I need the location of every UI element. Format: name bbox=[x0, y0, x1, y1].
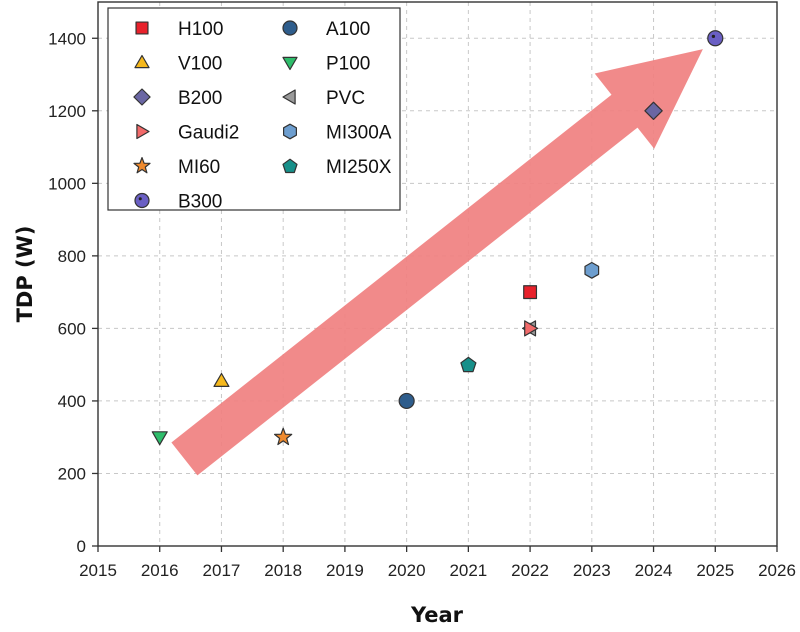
y-tick-label-1400: 1400 bbox=[48, 29, 86, 48]
point-mi300a-0 bbox=[584, 261, 600, 279]
point-v100-0 bbox=[213, 372, 230, 387]
legend-marker-h100 bbox=[135, 21, 149, 35]
legend-item-b200: B200 bbox=[133, 88, 222, 109]
legend-marker-a100 bbox=[282, 20, 298, 36]
legend-marker-pvc bbox=[282, 89, 296, 105]
plot-border bbox=[97, 1, 778, 547]
legend-item-b300: B300 bbox=[134, 192, 222, 213]
legend: H100 A100 V100 P100 B200 PVC Gaudi2 MI300A MI60 M… bbox=[107, 7, 401, 213]
point-b200-0 bbox=[644, 101, 663, 121]
legend-label-mi300a: MI300A bbox=[326, 123, 392, 144]
x-axis-title: Year bbox=[410, 603, 464, 627]
point-a100-0 bbox=[398, 392, 415, 410]
x-tick-label-2015: 2015 bbox=[79, 561, 117, 580]
axis-ticks: 2015 2016 2017 2018 2019 2020 2021 2022 2023 2024… bbox=[48, 29, 796, 580]
legend-marker-p100 bbox=[282, 56, 298, 71]
plot-frame bbox=[97, 1, 778, 547]
legend-item-pvc: PVC bbox=[282, 88, 365, 109]
legend-item-gaudi2: Gaudi2 bbox=[136, 123, 239, 144]
legend-marker-v100 bbox=[134, 54, 150, 69]
point-h100-0 bbox=[523, 285, 538, 300]
legend-marker-mi250x bbox=[282, 158, 298, 174]
legend-item-a100: A100 bbox=[282, 19, 370, 40]
legend-label-b200: B200 bbox=[178, 88, 222, 109]
trend-arrow bbox=[171, 49, 703, 476]
y-tick-label-1000: 1000 bbox=[48, 174, 86, 193]
legend-item-mi250x: MI250X bbox=[282, 157, 392, 178]
legend-label-b300: B300 bbox=[178, 192, 222, 213]
y-tick-label-400: 400 bbox=[58, 392, 86, 411]
legend-label-v100: V100 bbox=[178, 54, 222, 75]
y-tick-label-0: 0 bbox=[77, 537, 86, 556]
x-tick-label-2025: 2025 bbox=[696, 561, 734, 580]
legend-label-mi60: MI60 bbox=[178, 157, 220, 178]
x-tick-label-2019: 2019 bbox=[326, 561, 364, 580]
legend-label-pvc: PVC bbox=[326, 88, 365, 109]
legend-item-h100: H100 bbox=[135, 19, 223, 40]
x-tick-label-2024: 2024 bbox=[635, 561, 673, 580]
y-tick-label-1200: 1200 bbox=[48, 102, 86, 121]
legend-item-v100: V100 bbox=[134, 54, 222, 75]
point-b300-0 bbox=[707, 30, 724, 47]
x-tick-label-2016: 2016 bbox=[141, 561, 179, 580]
legend-item-mi60: MI60 bbox=[133, 157, 220, 178]
legend-label-a100: A100 bbox=[326, 19, 370, 40]
legend-marker-mi60 bbox=[133, 157, 151, 174]
x-tick-label-2023: 2023 bbox=[573, 561, 611, 580]
x-tick-label-2022: 2022 bbox=[511, 561, 549, 580]
legend-label-h100: H100 bbox=[178, 19, 223, 40]
legend-marker-b300 bbox=[134, 192, 150, 209]
point-mi60-0 bbox=[274, 427, 293, 446]
y-tick-label-600: 600 bbox=[58, 319, 86, 338]
point-p100-0 bbox=[151, 431, 168, 446]
data-markers bbox=[151, 30, 724, 446]
legend-item-mi300a: MI300A bbox=[283, 123, 392, 144]
point-gaudi2-0 bbox=[524, 320, 539, 337]
legend-label-mi250x: MI250X bbox=[326, 157, 392, 178]
point-mi250x-0 bbox=[460, 356, 477, 373]
legend-marker-gaudi2 bbox=[136, 123, 150, 140]
legend-box bbox=[107, 7, 401, 211]
x-tick-label-2021: 2021 bbox=[449, 561, 487, 580]
legend-marker-mi300a bbox=[283, 123, 297, 140]
trend-arrow-shape bbox=[171, 49, 703, 476]
x-tick-label-2026: 2026 bbox=[758, 561, 796, 580]
legend-item-p100: P100 bbox=[282, 54, 370, 75]
legend-marker-b200 bbox=[133, 88, 151, 106]
x-tick-label-2018: 2018 bbox=[264, 561, 302, 580]
legend-label-p100: P100 bbox=[326, 54, 370, 75]
y-tick-label-200: 200 bbox=[58, 464, 86, 483]
y-axis-title: TDP (W) bbox=[13, 226, 37, 323]
x-tick-label-2020: 2020 bbox=[388, 561, 426, 580]
legend-label-gaudi2: Gaudi2 bbox=[178, 123, 239, 144]
y-tick-label-800: 800 bbox=[58, 247, 86, 266]
x-tick-label-2017: 2017 bbox=[203, 561, 241, 580]
